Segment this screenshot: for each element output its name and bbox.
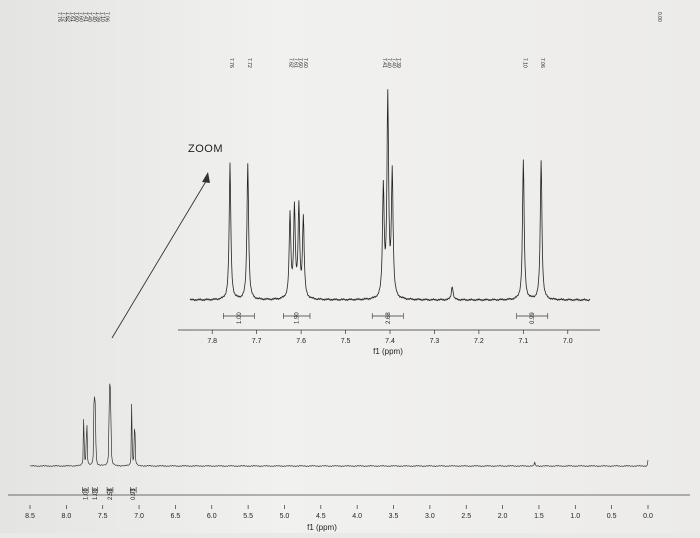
main-peak-label: 7.76 (56, 12, 62, 22)
main-integral-value: 0.93 (131, 488, 137, 500)
main-tick-label: 3.0 (425, 513, 435, 520)
zoom-arrow-head (202, 172, 210, 183)
inset-peak-labels: 7.76 7.72 7.627.617.607.60 7.417.407.407.39… (228, 58, 545, 68)
inset-axis-ticks: 7.8 7.7 7.6 7.5 7.4 7.3 7.2 7.1 7.0 (207, 330, 573, 345)
inset-peak-label: 7.10 (521, 58, 527, 68)
main-tick-label: 3.5 (389, 513, 399, 520)
inset-tick-label: 7.8 (207, 338, 217, 345)
inset-peak-label: 7.40 (390, 58, 396, 68)
main-tick-label: 7.0 (134, 513, 144, 520)
inset-tick-label: 7.6 (296, 338, 306, 345)
main-axis-title: f1 (ppm) (307, 523, 337, 532)
inset-peak-label: 7.76 (228, 58, 234, 68)
main-tick-label: 1.0 (570, 513, 580, 520)
main-tick-label: 7.5 (98, 513, 108, 520)
main-integrals: 1.00 1.00 2.58 0.93 (82, 487, 137, 500)
inset-peak-label: 7.60 (297, 58, 303, 68)
zoom-label: ZOOM (188, 143, 223, 155)
main-plot: 8.5 8.0 7.5 7.0 6.5 6.0 5.5 5.0 4.5 4.0 3.5 3.0 2.5 2… (8, 12, 690, 532)
main-axis-ticks: 8.5 8.0 7.5 7.0 6.5 6.0 5.5 5.0 4.5 4.0 3.5 3.0 2.5 2… (25, 505, 653, 520)
main-peak-label: 7.40 (86, 12, 92, 22)
inset-integral-value: 2.68 (386, 312, 392, 324)
main-tick-label: 4.0 (352, 513, 362, 520)
main-tick-label: 5.0 (280, 513, 290, 520)
main-peak-label: 7.40 (90, 12, 96, 22)
main-peak-label: 7.39 (95, 12, 101, 22)
inset-peak-label: 7.61 (292, 58, 298, 68)
main-tick-label: 6.0 (207, 513, 217, 520)
inset-peak-label: 7.72 (246, 58, 252, 68)
inset-peak-label: 7.39 (395, 58, 401, 68)
inset-axis-title: f1 (ppm) (373, 347, 403, 356)
main-peak-label: 7.06 (103, 12, 109, 22)
main-integral-value: 2.58 (108, 488, 114, 500)
main-tick-label: 0.5 (607, 513, 617, 520)
main-tick-label: 4.5 (316, 513, 326, 520)
inset-tick-label: 7.5 (341, 338, 351, 345)
inset-plot: 7.8 7.7 7.6 7.5 7.4 7.3 7.2 7.1 7.0 f1 (ppm) 1.0… (178, 58, 600, 356)
main-tick-label: 2.5 (461, 513, 471, 520)
inset-peak-label: 7.40 (386, 58, 392, 68)
inset-peak-label: 7.41 (381, 58, 387, 68)
inset-tick-label: 7.4 (385, 338, 395, 345)
main-peak-label-tms: 0.00 (656, 12, 662, 22)
main-tick-label: 1.5 (534, 513, 544, 520)
inset-tick-label: 7.2 (474, 338, 484, 345)
zoom-arrow-line (111, 177, 209, 339)
main-tick-label: 8.5 (25, 513, 35, 520)
main-tick-label: 8.0 (61, 513, 71, 520)
main-tick-label: 5.5 (243, 513, 253, 520)
inset-peak-label: 7.06 (539, 58, 545, 68)
main-tick-label: 0.0 (643, 513, 653, 520)
main-peak-label: 7.72 (60, 12, 66, 22)
inset-peak-label: 7.60 (302, 58, 308, 68)
main-peak-label: 7.10 (99, 12, 105, 22)
main-tick-label: 2.0 (498, 513, 508, 520)
main-integral-value: 1.00 (83, 488, 89, 500)
inset-tick-label: 7.1 (518, 338, 528, 345)
inset-integrals: 1.00 1.90 2.68 0.99 (223, 312, 549, 324)
main-peak-label: 7.60 (73, 12, 79, 22)
main-peak-label: 7.61 (69, 12, 75, 22)
inset-integral-value: 1.00 (237, 312, 243, 324)
main-peak-label: 7.62 (65, 12, 71, 22)
inset-tick-label: 7.7 (252, 338, 262, 345)
main-tick-label: 6.5 (171, 513, 181, 520)
inset-peak-label: 7.62 (287, 58, 293, 68)
inset-spectrum-trace (189, 89, 591, 302)
main-peak-labels: 7.767.727.627.617.607.607.417.407.407.39… (56, 12, 662, 22)
inset-tick-label: 7.0 (563, 338, 573, 345)
main-integral-value: 1.00 (93, 488, 99, 500)
inset-integral-value: 1.90 (295, 312, 301, 324)
main-spectrum-trace (29, 383, 649, 468)
inset-tick-label: 7.3 (430, 338, 440, 345)
inset-integral-value: 0.99 (530, 312, 536, 324)
main-peak-label: 7.60 (78, 12, 84, 22)
main-peak-label: 7.41 (82, 12, 88, 22)
